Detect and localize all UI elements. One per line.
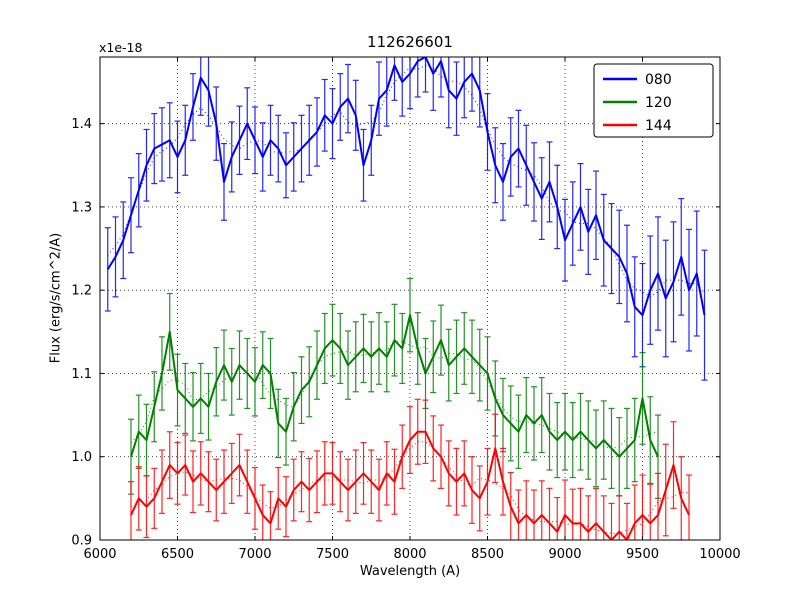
y-tick-label: 0.9 [71,534,92,549]
series-144-line [130,430,690,540]
legend: 080 120 144 [593,63,714,138]
legend-label-144: 144 [645,118,672,134]
x-tick-label: 9500 [626,547,659,562]
y-tick-label: 1.4 [71,117,92,132]
axis-ticks [99,57,721,541]
y-offset-label: x1e-18 [99,40,143,55]
x-tick-label: 8000 [393,547,426,562]
legend-label-080: 080 [645,72,672,88]
x-tick-label: 9000 [548,547,581,562]
legend-box [593,63,714,138]
y-tick-label: 1.2 [71,284,92,299]
legend-label-120: 120 [645,95,672,111]
tick-labels: 6000 6500 7000 7500 8000 8500 9000 9500 10000 0.9… [71,117,740,562]
y-tick-label: 1.3 [71,200,92,215]
series-080-line [106,57,706,317]
y-tick-label: 1.1 [71,367,92,382]
x-tick-label: 7000 [238,547,271,562]
series-144 [128,398,692,540]
x-tick-label: 7500 [316,547,349,562]
x-axis-label: Wavelength (A) [359,564,461,579]
x-tick-label: 6500 [161,547,194,562]
x-tick-label: 8500 [471,547,504,562]
y-tick-label: 1.0 [71,450,92,465]
series-group [104,57,708,540]
series-080 [104,57,708,381]
series-120-line [130,314,659,458]
x-tick-label: 10000 [699,547,740,562]
x-tick-label: 6000 [83,547,116,562]
plot-title: 112626601 [367,33,453,51]
y-axis-label: Flux (erg/s/cm^2/A) [48,232,64,364]
